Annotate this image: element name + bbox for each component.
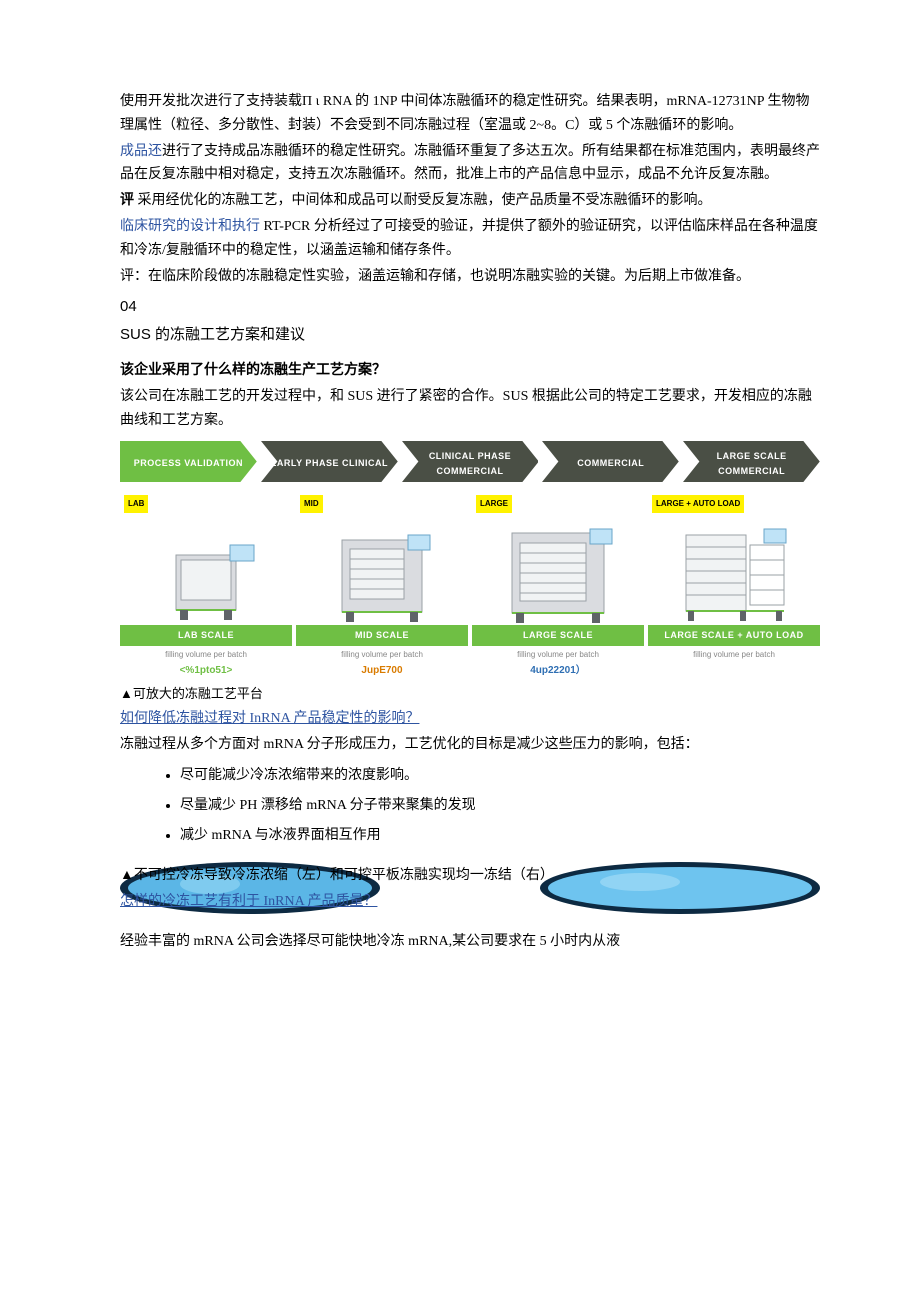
question-1-heading: 该企业采用了什么样的冻融生产工艺方案？ bbox=[120, 359, 820, 383]
bullet-list: 尽可能减少冷冻浓缩带来的浓度影响。尽量减少 PH 漂移给 mRNA 分子带来聚集… bbox=[120, 765, 820, 848]
question-3-link: 怎样的冷冻工艺有利于 InRNA 产品质量？ bbox=[120, 894, 377, 909]
phase-chevron: COMMERCIAL bbox=[542, 441, 679, 488]
machine-column: LARGE LARGE SCALE filling volume per bat… bbox=[472, 491, 644, 678]
machine-code: JupE700 bbox=[361, 662, 402, 679]
phase-chevron-row: PROCESS VALIDATION EARLY PHASE CLINICAL … bbox=[120, 441, 820, 488]
lead-comment-1: 评 bbox=[120, 193, 134, 208]
machine-scale-bar: LARGE SCALE + AUTO LOAD bbox=[648, 625, 820, 646]
machine-tag: LAB bbox=[124, 495, 148, 513]
question-2-link: 如何降低冻融过程对 InRNA 产品稳定性的影响？ bbox=[120, 711, 419, 726]
machine-illustration bbox=[648, 515, 820, 625]
machine-fill-label: filling volume per batch bbox=[693, 648, 775, 662]
machine-illustration bbox=[120, 515, 292, 625]
machine-row: LAB LAB SCALE filling volume per batch <… bbox=[120, 491, 820, 678]
ice-image-row: ▲▲不可控冷冻导致冷冻浓缩（左）和可控平板冻融实现均一冻结（右）不可控冷冻导致冷… bbox=[120, 858, 820, 926]
machine-tag: LARGE bbox=[476, 495, 512, 513]
question-1-body: 该公司在冻融工艺的开发过程中，和 SUS 进行了紧密的合作。SUS 根据此公司的… bbox=[120, 385, 820, 433]
lead-clinical-design: 临床研究的设计和执行 bbox=[120, 219, 260, 234]
phase-chevron: CLINICAL PHASE COMMERCIAL bbox=[402, 441, 539, 488]
machine-scale-bar: MID SCALE bbox=[296, 625, 468, 646]
machine-code: 4up22201） bbox=[530, 662, 586, 679]
paragraph-3: 评 采用经优化的冻融工艺，中间体和成品可以耐受反复冻融，使产品质量不受冻融循环的… bbox=[120, 189, 820, 213]
paragraph-3-body: 采用经优化的冻融工艺，中间体和成品可以耐受反复冻融，使产品质量不受冻融循环的影响… bbox=[134, 193, 712, 208]
machine-column: LARGE + AUTO LOAD LARGE SCALE + AUTO LOA… bbox=[648, 491, 820, 678]
phase-chevron: EARLY PHASE CLINICAL bbox=[261, 441, 398, 488]
machine-column: MID MID SCALE filling volume per batch J… bbox=[296, 491, 468, 678]
paragraph-2: 成品还进行了支持成品冻融循环的稳定性研究。冻融循环重复了多达五次。所有结果都在标… bbox=[120, 140, 820, 188]
section-title: SUS 的冻融工艺方案和建议 bbox=[120, 322, 820, 348]
machine-fill-label: filling volume per batch bbox=[165, 648, 247, 662]
paragraph-5: 评：在临床阶段做的冻融稳定性实验，涵盖运输和存储，也说明冻融实验的关键。为后期上… bbox=[120, 265, 820, 289]
paragraph-2-body: 进行了支持成品冻融循环的稳定性研究。冻融循环重复了多达五次。所有结果都在标准范围… bbox=[120, 144, 820, 183]
question-2-heading: 如何降低冻融过程对 InRNA 产品稳定性的影响？ bbox=[120, 707, 820, 731]
bullet-item: 尽量减少 PH 漂移给 mRNA 分子带来聚集的发现 bbox=[180, 795, 820, 817]
machine-scale-bar: LAB SCALE bbox=[120, 625, 292, 646]
lead-finished-product: 成品还 bbox=[120, 144, 162, 159]
bullet-item: 减少 mRNA 与冰液界面相互作用 bbox=[180, 825, 820, 847]
caption-scalable-platform: ▲可放大的冻融工艺平台 bbox=[120, 683, 820, 705]
machine-scale-bar: LARGE SCALE bbox=[472, 625, 644, 646]
machine-code: <%1pto51> bbox=[180, 662, 233, 679]
machine-tag: MID bbox=[300, 495, 323, 513]
machine-fill-label: filling volume per batch bbox=[517, 648, 599, 662]
paragraph-1: 使用开发批次进行了支持装载Π ι RNA 的 1NP 中间体冻融循环的稳定性研究… bbox=[120, 90, 820, 138]
section-number: 04 bbox=[120, 294, 820, 320]
caption-ice-comparison: ▲▲不可控冷冻导致冷冻浓缩（左）和可控平板冻融实现均一冻结（右）不可控冷冻导致冷… bbox=[120, 864, 820, 888]
machine-illustration bbox=[472, 515, 644, 625]
question-3-body: 经验丰富的 mRNA 公司会选择尽可能快地冷冻 mRNA,某公司要求在 5 小时… bbox=[120, 930, 820, 954]
machine-tag: LARGE + AUTO LOAD bbox=[652, 495, 744, 513]
question-2-body: 冻融过程从多个方面对 mRNA 分子形成压力，工艺优化的目标是减少这些压力的影响… bbox=[120, 733, 820, 757]
machine-fill-label: filling volume per batch bbox=[341, 648, 423, 662]
question-3-heading: 怎样的冷冻工艺有利于 InRNA 产品质量？ bbox=[120, 890, 820, 914]
phase-chevron: PROCESS VALIDATION bbox=[120, 441, 257, 488]
machine-column: LAB LAB SCALE filling volume per batch <… bbox=[120, 491, 292, 678]
machine-illustration bbox=[296, 515, 468, 625]
paragraph-4: 临床研究的设计和执行 RT-PCR 分析经过了可接受的验证，并提供了额外的验证研… bbox=[120, 215, 820, 263]
bullet-item: 尽可能减少冷冻浓缩带来的浓度影响。 bbox=[180, 765, 820, 787]
phase-chevron: LARGE SCALE COMMERCIAL bbox=[683, 441, 820, 488]
